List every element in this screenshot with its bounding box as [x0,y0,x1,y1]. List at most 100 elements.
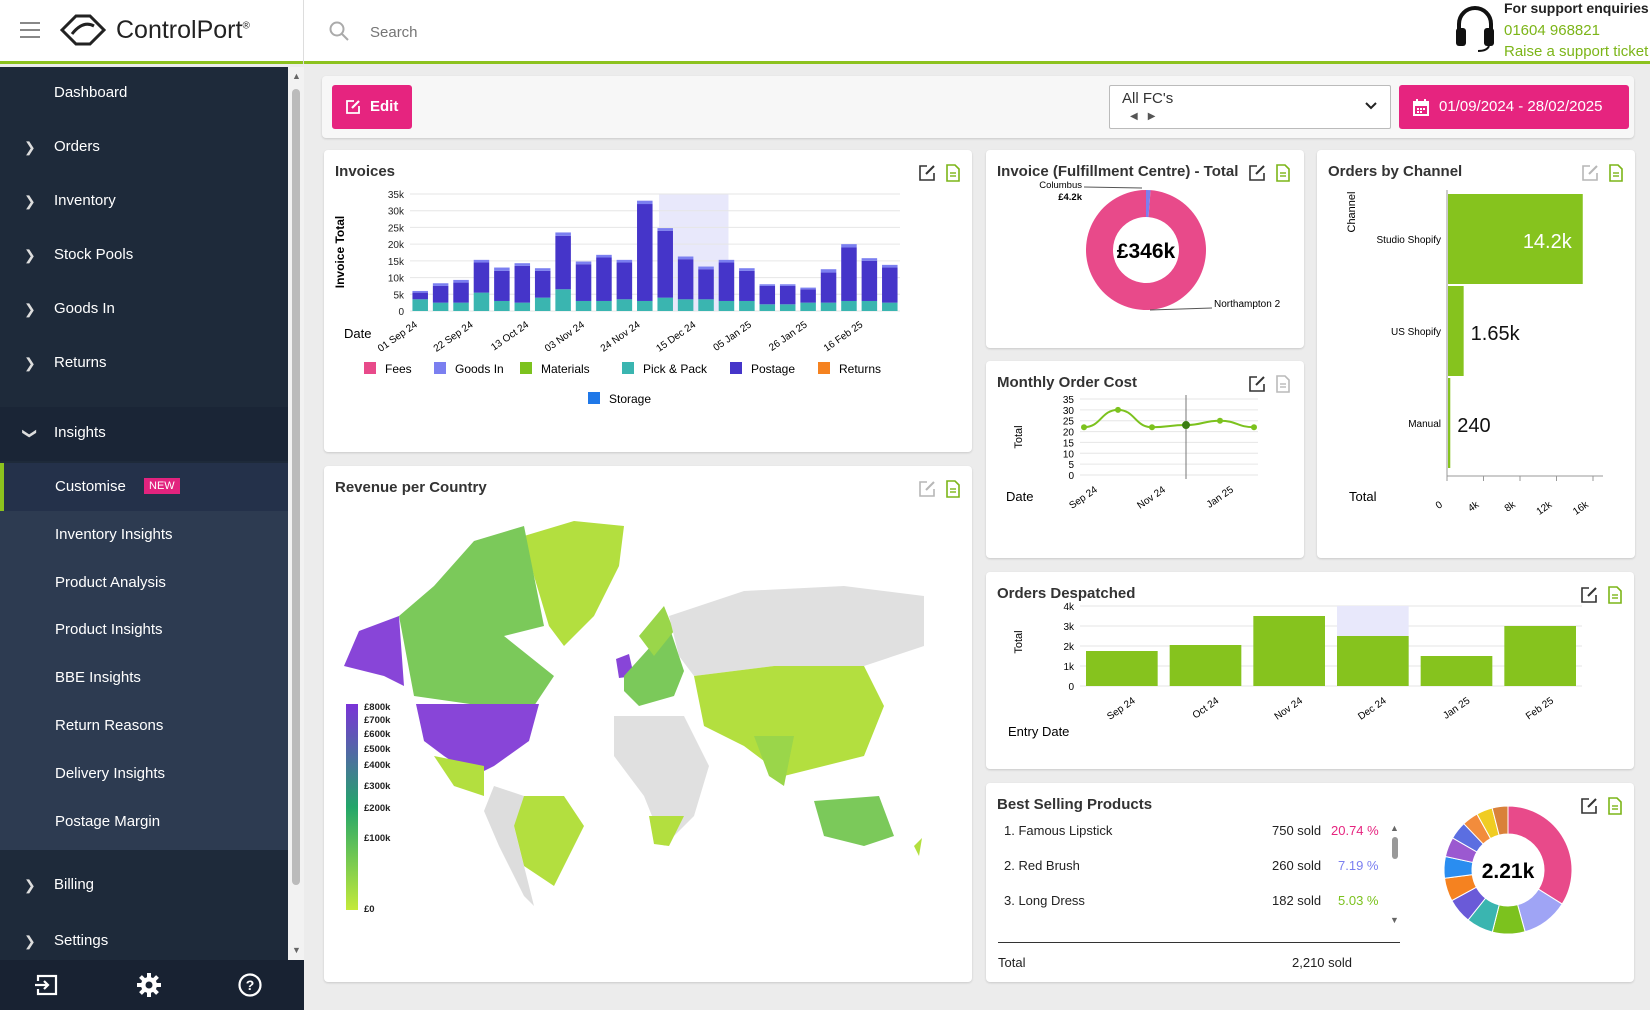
bar-segment [820,269,837,273]
submenu-item-inventory-insights[interactable]: Inventory Insights [55,526,173,543]
submenu-item-delivery-insights[interactable]: Delivery Insights [55,765,166,782]
scroll-down-icon[interactable]: ▼ [292,945,301,955]
submenu-item-bbe-insights[interactable]: BBE Insights [55,669,141,686]
help-icon[interactable]: ? [237,972,263,998]
edit-widget-icon[interactable] [918,480,936,498]
export-document-icon[interactable] [1608,797,1622,815]
bar-segment [494,300,510,311]
scrollbar-thumb[interactable] [1392,837,1398,859]
bar-segment [698,269,714,300]
list-item[interactable]: 1. Famous Lipstick 750 sold 20.74 % [1004,823,1379,838]
bar-segment [432,302,449,311]
y-axis-label: Total [1013,630,1025,653]
export-document-icon[interactable] [1608,586,1622,604]
edit-widget-icon[interactable] [918,164,936,182]
bar-segment [555,232,571,236]
search-icon [329,21,349,41]
date-range-button[interactable]: 01/09/2024 - 28/02/2025 [1399,85,1629,129]
sidebar-item-goods-in[interactable]: ❯ Goods In [24,300,115,317]
logout-icon[interactable] [34,972,60,998]
sidebar-item-inventory[interactable]: ❯ Inventory [24,192,116,209]
export-document-icon[interactable] [1276,375,1290,393]
edit-label: Edit [370,98,399,115]
bar-segment [820,302,837,311]
gear-icon[interactable] [136,972,162,998]
donut-slice [1086,190,1206,310]
bar-segment [534,270,551,298]
x-tick-label: 22 Sep 24 [432,319,476,354]
support-ticket-link[interactable]: Raise a support ticket [1504,43,1649,60]
sidebar-item-orders[interactable]: ❯ Orders [24,138,100,155]
slice-label: Columbus [1039,180,1082,191]
bar-segment [677,259,694,300]
hamburger-menu-icon[interactable] [20,22,40,38]
products-list-scrollbar[interactable]: ▲ ▼ [1390,823,1402,927]
sidebar-item-billing[interactable]: ❯ Billing [24,876,95,893]
bar [1448,194,1583,284]
support-phone[interactable]: 01604 968821 [1504,22,1600,39]
chevron-right-icon: ❯ [24,193,36,209]
sidebar-item-insights[interactable]: ❯ Insights [0,407,288,461]
edit-dashboard-button[interactable]: Edit [332,85,412,129]
country-europe [624,626,684,706]
bar-segment [698,299,714,311]
total-divider [998,942,1400,943]
legend-item: Postage [751,362,795,376]
bar-segment [657,297,673,311]
edit-widget-icon[interactable] [1580,797,1598,815]
legend-swatch [434,362,446,374]
x-tick-label: Nov 24 [1135,484,1168,511]
export-document-icon[interactable] [1609,164,1623,182]
scroll-down-icon[interactable]: ▼ [1390,915,1399,925]
bar-segment [514,265,531,303]
bar-segment [861,258,878,261]
invoices-card: Invoices 0 5k 10k 15k 20k 25k 30k 35k Invoice To… [324,150,972,452]
scroll-up-icon[interactable]: ▲ [1390,823,1399,833]
scroll-up-icon[interactable]: ▲ [292,71,301,81]
export-document-icon[interactable] [1276,164,1290,182]
app-name: ControlPort® [116,16,250,44]
edit-widget-icon[interactable] [1248,375,1266,393]
list-item[interactable]: 2. Red Brush 260 sold 7.19 % [1004,858,1379,873]
edit-widget-icon[interactable] [1248,164,1266,182]
search-input[interactable] [370,20,770,44]
svg-text:£500k: £500k [364,744,391,755]
edit-widget-icon[interactable] [1580,586,1598,604]
donut-slice [1507,805,1573,905]
bar-segment [779,285,796,305]
sidebar-item-dashboard[interactable]: Dashboard [54,84,128,101]
submenu-item-return-reasons[interactable]: Return Reasons [55,717,164,734]
bar-segment [882,302,898,311]
sidebar-item-stock-pools[interactable]: ❯ Stock Pools [24,246,134,263]
chevron-right-icon: ❯ [24,355,36,371]
edit-widget-icon[interactable] [1581,164,1599,182]
support-title: For support enquiries [1504,0,1649,16]
bar-segment [637,200,653,205]
export-document-icon[interactable] [946,480,960,498]
submenu-item-product-insights[interactable]: Product Insights [55,621,163,638]
chevron-right-icon: ❯ [24,877,36,893]
products-list[interactable]: 1. Famous Lipstick 750 sold 20.74 % 2. R… [986,823,1406,931]
world-map[interactable]: £800k £700k £600k £500k £400k £300k £200k £10… [324,466,972,982]
y-tick-label: 20 [1063,428,1075,439]
fc-scroll-arrows-icon[interactable]: ◀▶ [1130,111,1166,122]
sidebar-item-settings[interactable]: ❯ Settings [24,932,109,949]
submenu-item-product-analysis[interactable]: Product Analysis [55,574,166,591]
sidebar-scrollbar[interactable]: ▲ ▼ [288,67,304,960]
card-title: Revenue per Country [335,479,487,496]
submenu-item-customise[interactable]: Customise NEW [0,463,288,511]
scrollbar-thumb[interactable] [292,89,300,885]
country-new-zealand [914,838,922,856]
submenu-item-postage-margin[interactable]: Postage Margin [55,813,161,830]
bar-segment [534,268,551,271]
x-tick-label: 26 Jan 25 [767,319,810,353]
edit-icon [346,100,360,114]
bar-segment [718,262,735,301]
bar-segment [412,299,428,311]
fc-select[interactable]: All FC's ◀▶ [1109,85,1391,129]
export-document-icon[interactable] [946,164,960,182]
sidebar-item-returns[interactable]: ❯ Returns [24,354,107,371]
legend-item: Returns [839,362,881,376]
list-item[interactable]: 3. Long Dress 182 sold 5.03 % [1004,893,1379,908]
map-legend-scale [346,704,358,910]
